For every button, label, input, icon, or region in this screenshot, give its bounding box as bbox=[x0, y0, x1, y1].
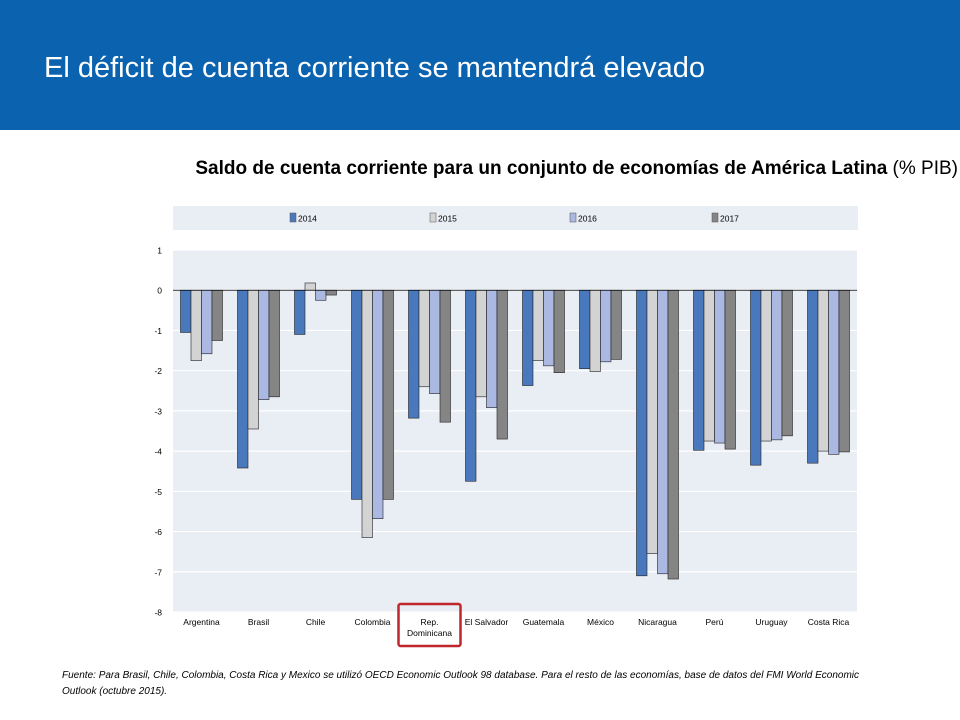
y-tick-label: -2 bbox=[154, 366, 162, 376]
bar-2017 bbox=[610, 289, 622, 360]
y-tick-label: 0 bbox=[157, 286, 162, 296]
bar-2017 bbox=[781, 289, 793, 437]
bar-2015 bbox=[532, 289, 544, 361]
bar-2016 bbox=[201, 289, 213, 355]
page-title: El déficit de cuenta corriente se manten… bbox=[44, 52, 705, 84]
x-category-label: Rep. bbox=[421, 617, 439, 627]
legend-label-2015: 2015 bbox=[438, 214, 457, 224]
chart-subtitle-unit: (% PIB) bbox=[892, 158, 958, 179]
source-footnote: Fuente: Para Brasil, Chile, Colombia, Co… bbox=[62, 670, 860, 697]
bar-2017 bbox=[211, 289, 223, 341]
x-category-label: Guatemala bbox=[523, 617, 565, 627]
plot-area bbox=[173, 250, 857, 612]
bar-2015 bbox=[304, 282, 316, 291]
bar-2017 bbox=[325, 289, 337, 296]
x-category-label: Perú bbox=[706, 617, 724, 627]
bar-2015 bbox=[247, 289, 259, 430]
legend-label-2014: 2014 bbox=[298, 214, 317, 224]
bar-2016 bbox=[771, 289, 783, 441]
bar-2016 bbox=[714, 289, 726, 444]
bar-2015 bbox=[646, 289, 658, 554]
bar-2014 bbox=[237, 289, 249, 469]
y-tick-label: 1 bbox=[157, 246, 162, 256]
bar-2016 bbox=[486, 289, 498, 408]
bar-2017 bbox=[838, 289, 850, 453]
bar-2014 bbox=[636, 289, 648, 577]
bar-2014 bbox=[579, 289, 591, 369]
legend-swatch-2016 bbox=[569, 212, 577, 223]
bar-2015 bbox=[589, 289, 601, 372]
bar-2014 bbox=[807, 289, 819, 464]
bar-2017 bbox=[439, 289, 451, 423]
bar-2015 bbox=[361, 289, 373, 538]
bar-2016 bbox=[315, 289, 327, 301]
legend-swatch-2017 bbox=[711, 212, 719, 223]
bar-2015 bbox=[817, 289, 829, 452]
bar-chart: 2014 2015 2016 2017 1 0 -1 -2 -3 -4 -5 -6 -7 -8 Argent… bbox=[154, 206, 858, 648]
bar-2017 bbox=[724, 289, 736, 450]
header-bar: El déficit de cuenta corriente se manten… bbox=[0, 0, 960, 130]
bar-2017 bbox=[496, 289, 508, 440]
chart-subtitle: Saldo de cuenta corriente para un conjun… bbox=[0, 158, 958, 180]
x-category-label: Uruguay bbox=[755, 617, 788, 627]
x-category-label: Colombia bbox=[355, 617, 391, 627]
bar-2016 bbox=[543, 289, 555, 367]
highlight-box-rep-dominicana bbox=[397, 602, 462, 648]
bar-2014 bbox=[408, 289, 420, 419]
bar-2016 bbox=[429, 289, 441, 394]
bar-2015 bbox=[760, 289, 772, 442]
legend-swatch-2015 bbox=[429, 212, 437, 223]
y-tick-label: -4 bbox=[154, 447, 162, 457]
y-tick-label: -3 bbox=[154, 406, 162, 416]
bar-2016 bbox=[372, 289, 384, 519]
y-tick-label: -5 bbox=[154, 487, 162, 497]
x-category-label: Nicaragua bbox=[638, 617, 677, 627]
legend-swatch-2014 bbox=[289, 212, 297, 223]
bar-2017 bbox=[553, 289, 565, 373]
bar-2016 bbox=[657, 289, 669, 575]
x-category-label: Chile bbox=[306, 617, 326, 627]
y-tick-label: -8 bbox=[154, 608, 162, 618]
bar-2014 bbox=[351, 289, 363, 500]
bar-2016 bbox=[600, 289, 612, 363]
bar-2014 bbox=[522, 289, 534, 386]
x-category-label: Dominicana bbox=[407, 628, 452, 638]
bar-2014 bbox=[693, 289, 705, 451]
legend-background bbox=[173, 206, 858, 230]
y-tick-label: -7 bbox=[154, 567, 162, 577]
bar-2015 bbox=[190, 289, 202, 361]
bar-2014 bbox=[294, 289, 306, 335]
x-category-label: Argentina bbox=[183, 617, 220, 627]
x-category-label: Costa Rica bbox=[808, 617, 850, 627]
bar-2017 bbox=[382, 289, 394, 500]
bar-2014 bbox=[180, 289, 192, 333]
x-category-label: Brasil bbox=[248, 617, 269, 627]
legend-label-2017: 2017 bbox=[720, 214, 739, 224]
x-category-label: El Salvador bbox=[465, 617, 509, 627]
bar-2015 bbox=[475, 289, 487, 398]
x-category-label: México bbox=[587, 617, 614, 627]
bar-2016 bbox=[258, 289, 270, 400]
bar-2015 bbox=[418, 289, 430, 388]
bar-2016 bbox=[828, 289, 840, 455]
bar-2017 bbox=[667, 289, 679, 580]
bar-2014 bbox=[750, 289, 762, 466]
bar-2017 bbox=[268, 289, 280, 398]
legend-label-2016: 2016 bbox=[578, 214, 597, 224]
bar-2015 bbox=[703, 289, 715, 442]
y-tick-label: -6 bbox=[154, 527, 162, 537]
chart-subtitle-bold: Saldo de cuenta corriente para un conjun… bbox=[195, 158, 888, 179]
bar-2014 bbox=[465, 289, 477, 482]
y-tick-label: -1 bbox=[154, 326, 162, 336]
